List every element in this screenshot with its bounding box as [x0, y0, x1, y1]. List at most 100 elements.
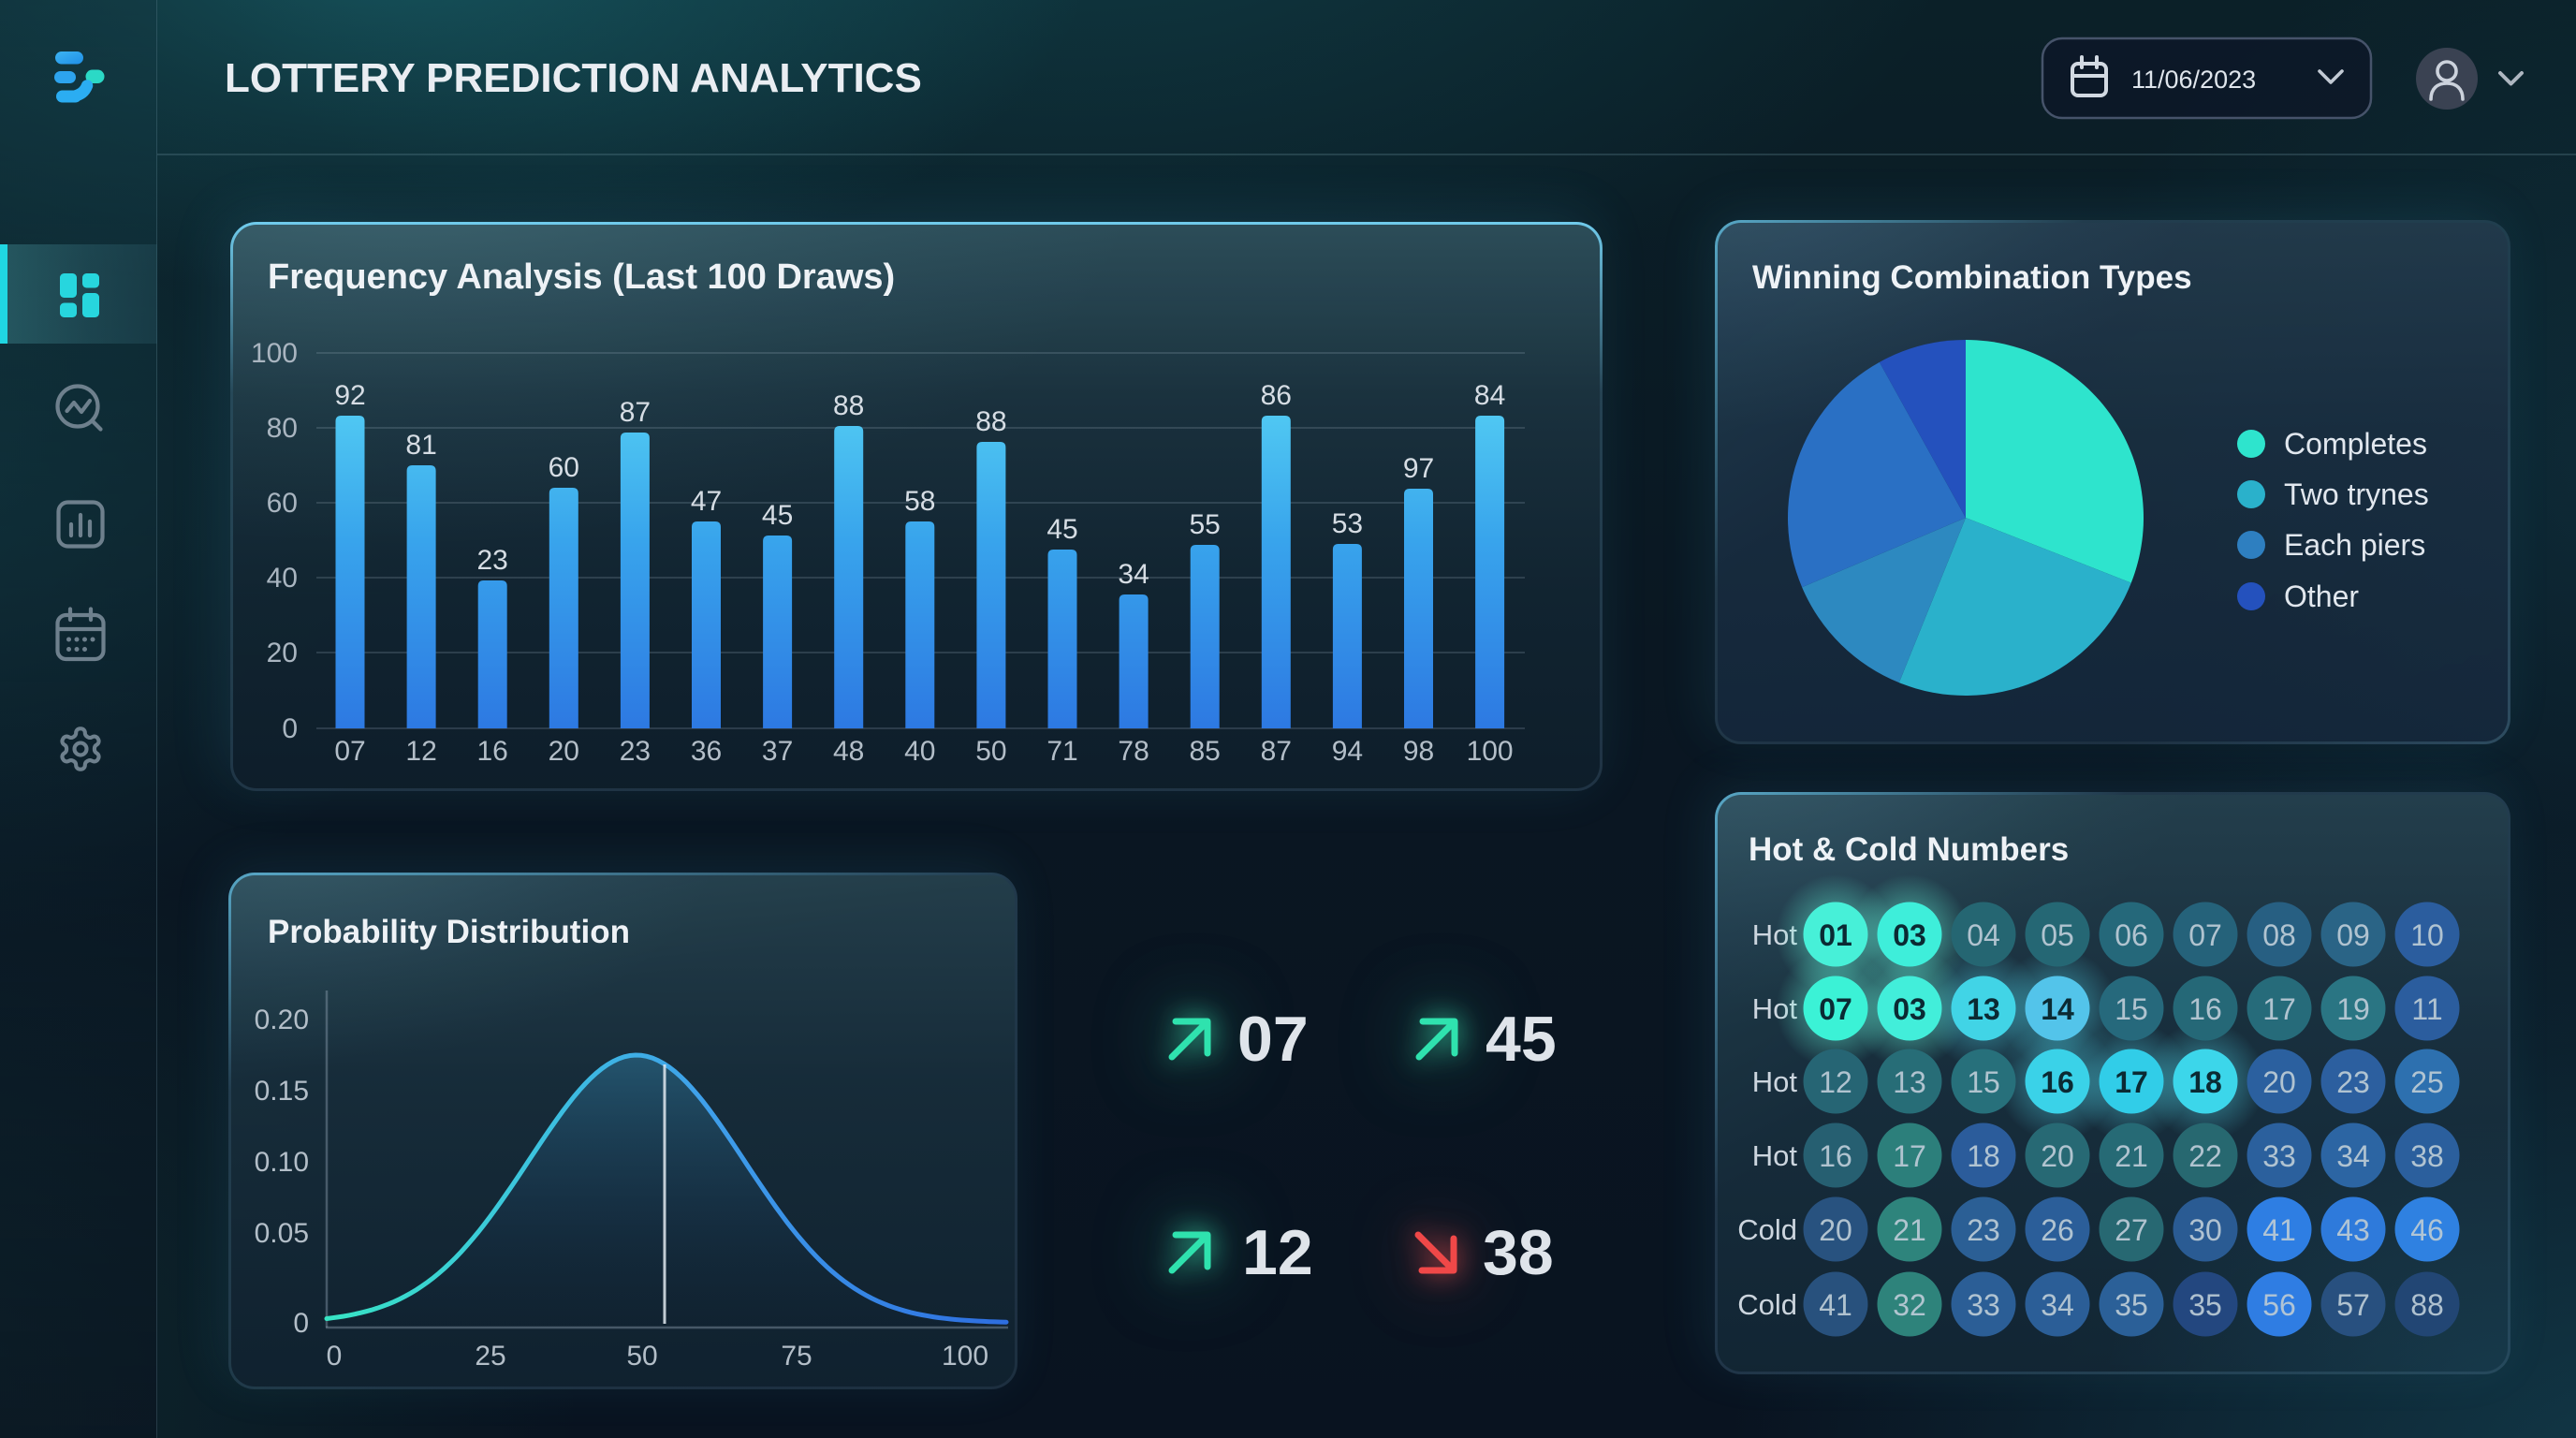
- svg-text:Winning Combination Types: Winning Combination Types: [1752, 259, 2192, 296]
- svg-text:10: 10: [2410, 918, 2444, 952]
- svg-text:16: 16: [2041, 1065, 2074, 1099]
- svg-text:57: 57: [2336, 1288, 2370, 1322]
- svg-text:14: 14: [2041, 992, 2074, 1026]
- svg-text:58: 58: [904, 486, 935, 517]
- svg-text:20: 20: [2041, 1139, 2074, 1173]
- svg-text:09: 09: [2336, 918, 2370, 952]
- svg-text:60: 60: [267, 488, 298, 519]
- svg-text:26: 26: [2041, 1213, 2074, 1247]
- svg-text:04: 04: [1967, 918, 2000, 952]
- svg-text:Cold: Cold: [1737, 1288, 1797, 1321]
- svg-text:03: 03: [1893, 918, 1926, 952]
- svg-text:11/06/2023: 11/06/2023: [2131, 66, 2256, 94]
- svg-text:07: 07: [1819, 992, 1852, 1026]
- svg-text:21: 21: [1893, 1213, 1926, 1247]
- svg-text:16: 16: [477, 736, 508, 767]
- svg-text:87: 87: [1261, 736, 1292, 767]
- svg-text:0.05: 0.05: [255, 1218, 309, 1249]
- svg-text:21: 21: [2115, 1139, 2148, 1173]
- svg-text:34: 34: [2336, 1139, 2370, 1173]
- svg-text:41: 41: [2262, 1213, 2296, 1247]
- svg-text:86: 86: [1261, 380, 1292, 411]
- svg-text:81: 81: [405, 430, 436, 461]
- svg-text:0: 0: [327, 1341, 343, 1372]
- svg-text:45: 45: [762, 500, 793, 531]
- svg-text:0: 0: [282, 713, 298, 744]
- svg-text:60: 60: [549, 452, 579, 483]
- svg-text:100: 100: [942, 1341, 988, 1372]
- svg-text:88: 88: [975, 406, 1006, 437]
- svg-text:56: 56: [2262, 1288, 2296, 1322]
- svg-text:12: 12: [405, 736, 436, 767]
- svg-text:Hot & Cold Numbers: Hot & Cold Numbers: [1749, 831, 2069, 868]
- svg-text:33: 33: [1967, 1288, 2000, 1322]
- svg-text:23: 23: [1967, 1213, 2000, 1247]
- svg-text:07: 07: [1237, 1004, 1309, 1075]
- svg-text:35: 35: [2188, 1288, 2222, 1322]
- svg-text:32: 32: [1893, 1288, 1926, 1322]
- svg-text:Hot: Hot: [1752, 1139, 1798, 1172]
- svg-text:38: 38: [2410, 1139, 2444, 1173]
- svg-text:50: 50: [975, 736, 1006, 767]
- svg-text:100: 100: [251, 338, 298, 369]
- svg-text:17: 17: [2115, 1065, 2148, 1099]
- svg-text:13: 13: [1893, 1065, 1926, 1099]
- svg-text:18: 18: [2188, 1065, 2222, 1099]
- svg-text:43: 43: [2336, 1213, 2370, 1247]
- svg-text:16: 16: [2188, 992, 2222, 1026]
- svg-text:0.20: 0.20: [255, 1005, 309, 1035]
- svg-text:17: 17: [1893, 1139, 1926, 1173]
- svg-text:05: 05: [2041, 918, 2074, 952]
- svg-text:08: 08: [2262, 918, 2296, 952]
- svg-text:78: 78: [1118, 736, 1149, 767]
- svg-text:17: 17: [2262, 992, 2296, 1026]
- svg-text:71: 71: [1046, 736, 1077, 767]
- svg-text:Probability Distribution: Probability Distribution: [268, 914, 630, 950]
- svg-text:15: 15: [2115, 992, 2148, 1026]
- svg-text:100: 100: [1467, 736, 1514, 767]
- svg-text:20: 20: [1819, 1213, 1852, 1247]
- svg-text:84: 84: [1474, 380, 1505, 411]
- svg-text:38: 38: [1483, 1217, 1554, 1288]
- svg-text:0: 0: [293, 1308, 309, 1339]
- svg-text:22: 22: [2188, 1139, 2222, 1173]
- svg-text:88: 88: [2410, 1288, 2444, 1322]
- svg-text:Each piers: Each piers: [2284, 528, 2425, 562]
- svg-text:40: 40: [904, 736, 935, 767]
- svg-text:23: 23: [2336, 1065, 2370, 1099]
- svg-text:0.10: 0.10: [255, 1147, 309, 1178]
- svg-text:36: 36: [691, 736, 722, 767]
- svg-text:Completes: Completes: [2284, 427, 2427, 461]
- svg-text:06: 06: [2115, 918, 2148, 952]
- svg-text:88: 88: [833, 390, 864, 421]
- svg-text:Cold: Cold: [1737, 1213, 1797, 1246]
- svg-text:23: 23: [620, 736, 651, 767]
- svg-text:40: 40: [267, 563, 298, 594]
- svg-text:20: 20: [267, 638, 298, 668]
- svg-text:75: 75: [781, 1341, 812, 1372]
- svg-text:0.15: 0.15: [255, 1076, 309, 1107]
- svg-text:13: 13: [1967, 992, 2000, 1026]
- svg-text:19: 19: [2336, 992, 2370, 1026]
- svg-text:98: 98: [1403, 736, 1434, 767]
- svg-text:Other: Other: [2284, 580, 2359, 613]
- svg-text:45: 45: [1486, 1004, 1557, 1075]
- svg-text:12: 12: [1242, 1217, 1313, 1288]
- svg-text:15: 15: [1967, 1065, 2000, 1099]
- svg-text:20: 20: [549, 736, 579, 767]
- svg-text:45: 45: [1046, 514, 1077, 545]
- svg-text:34: 34: [2041, 1288, 2074, 1322]
- svg-text:34: 34: [1118, 559, 1149, 590]
- svg-text:01: 01: [1819, 918, 1852, 952]
- svg-text:92: 92: [334, 380, 365, 411]
- svg-text:16: 16: [1819, 1139, 1852, 1173]
- svg-text:37: 37: [762, 736, 793, 767]
- svg-text:46: 46: [2410, 1213, 2444, 1247]
- svg-text:33: 33: [2262, 1139, 2296, 1173]
- svg-text:11: 11: [2411, 992, 2442, 1026]
- svg-text:55: 55: [1190, 509, 1221, 540]
- svg-text:Hot: Hot: [1752, 1065, 1798, 1098]
- svg-text:47: 47: [691, 486, 722, 517]
- svg-text:48: 48: [833, 736, 864, 767]
- svg-text:LOTTERY PREDICTION ANALYTICS: LOTTERY PREDICTION ANALYTICS: [225, 55, 922, 101]
